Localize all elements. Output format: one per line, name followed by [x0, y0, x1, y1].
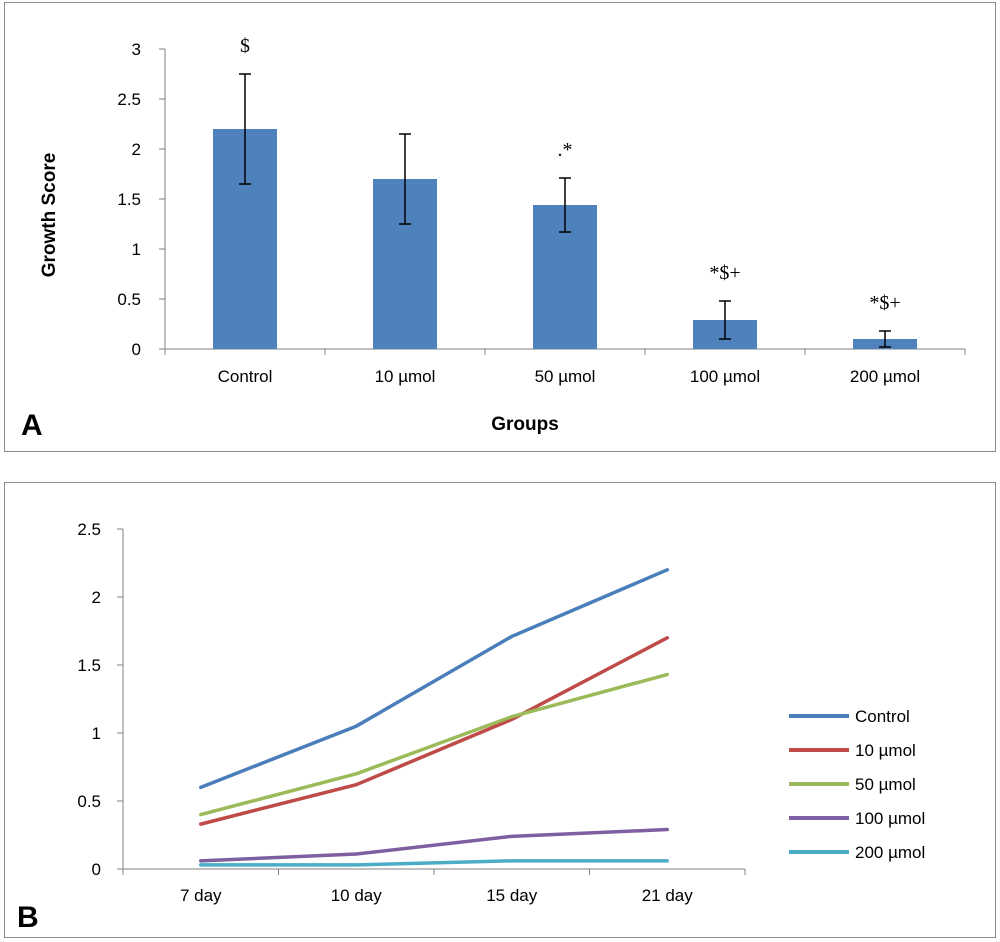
x-tick-label: 21 day [642, 886, 694, 905]
y-tick-label: 0 [92, 860, 101, 879]
y-tick-label: 0.5 [77, 792, 101, 811]
legend-label: Control [855, 707, 910, 726]
series-line [199, 859, 669, 867]
y-tick-label: 1 [132, 240, 141, 259]
panel-a: 0 0.5 1 1.5 2 2.5 3 Control $10 µmol 50 µmol .* 100… [4, 2, 996, 452]
legend-label: 200 µmol [855, 843, 925, 862]
x-axis-title: Groups [491, 414, 559, 435]
x-tick-label: 100 µmol [690, 367, 760, 386]
x-tick-label: 50 µmol [535, 367, 596, 386]
y-axis-title: Growth Score [39, 153, 60, 278]
y-tick-label: 2 [132, 140, 141, 159]
y-tick-label: 2.5 [117, 90, 141, 109]
panel-label-a: A [21, 409, 43, 442]
bar-chart: 0 0.5 1 1.5 2 2.5 3 Control $10 µmol 50 µmol .* 100… [21, 35, 966, 442]
x-tick-label: 10 µmol [375, 367, 436, 386]
x-tick-label: 15 day [486, 886, 538, 905]
y-tick-label: 0 [132, 340, 141, 359]
x-tick-label: 10 day [331, 886, 383, 905]
series-line [199, 827, 669, 863]
y-tick-label: 3 [132, 40, 141, 59]
y-tick-label: 1 [92, 724, 101, 743]
x-tick-label: 7 day [180, 886, 222, 905]
series-line [199, 568, 669, 790]
y-tick-label: 1.5 [117, 190, 141, 209]
y-tick-label: 1.5 [77, 656, 101, 675]
significance-label: .* [558, 139, 573, 161]
y-tick-label: 2.5 [77, 520, 101, 539]
significance-label: *$+ [709, 262, 740, 284]
significance-label: $ [240, 35, 250, 57]
legend-label: 100 µmol [855, 809, 925, 828]
y-tick-label: 0.5 [117, 290, 141, 309]
panel-b: 0 0.5 1 1.5 2 2.5 7 day 10 day 15 day 21 day Contr… [4, 482, 996, 938]
series-line [199, 672, 669, 817]
legend-label: 50 µmol [855, 775, 916, 794]
line-chart: 0 0.5 1 1.5 2 2.5 7 day 10 day 15 day 21 day Contr… [17, 520, 925, 934]
significance-label: *$+ [869, 292, 900, 314]
y-tick-label: 2 [92, 588, 101, 607]
series-line [199, 636, 669, 826]
x-tick-label: Control [218, 367, 273, 386]
legend-label: 10 µmol [855, 741, 916, 760]
panel-label-b: B [17, 901, 39, 934]
x-tick-label: 200 µmol [850, 367, 920, 386]
